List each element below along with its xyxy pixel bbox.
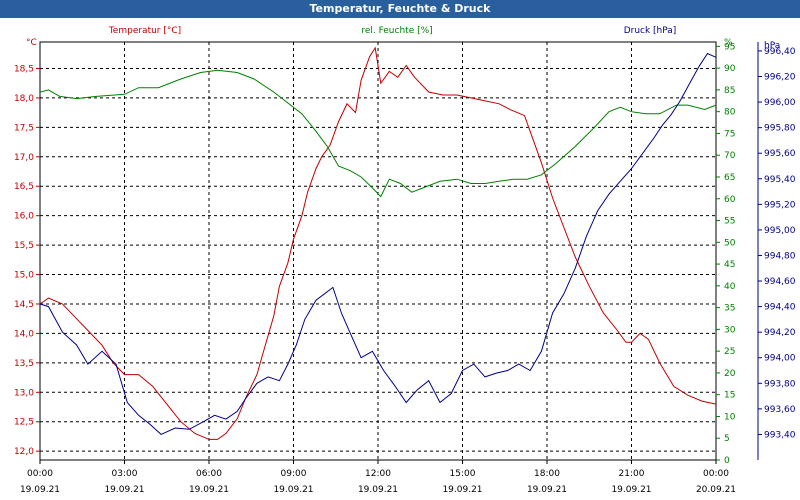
temperature-unit-label: °C [26,38,37,48]
x-tick-time: 00:00 [703,469,729,479]
humidity-tick-label: 65 [724,173,735,183]
pressure-tick-label: 994,80 [764,251,796,261]
temperature-tick-label: 16,5 [14,182,34,192]
temperature-tick-label: 13,0 [14,388,34,398]
humidity-tick-label: 75 [724,129,735,139]
pressure-tick-label: 996,20 [764,73,796,83]
humidity-tick-label: 40 [724,282,736,292]
humidity-tick-label: 80 [724,108,736,118]
x-tick-date: 19.09.21 [442,485,482,495]
humidity-tick-label: 30 [724,325,736,335]
pressure-tick-label: 995,20 [764,200,796,210]
x-tick-date: 19.09.21 [20,485,60,495]
humidity-tick-label: 90 [724,64,736,74]
x-tick-date: 19.09.21 [273,485,313,495]
pressure-tick-label: 994,60 [764,277,796,287]
temperature-header: Temperatur [°C] [108,26,181,36]
humidity-tick-label: 20 [724,369,736,379]
pressure-tick-label: 994,00 [764,354,796,364]
humidity-tick-label: 85 [724,86,735,96]
humidity-tick-label: 95 [724,42,735,52]
pressure-tick-label: 996,40 [764,47,796,57]
x-tick-date: 19.09.21 [104,485,144,495]
x-tick-time: 18:00 [534,469,560,479]
humidity-tick-label: 45 [724,260,735,270]
pressure-header: Druck [hPa] [624,26,677,36]
series-line-pressure [39,52,717,435]
pressure-tick-label: 995,80 [764,124,796,134]
humidity-tick-label: 35 [724,304,735,314]
chart-title: Temperatur, Feuchte & Druck [0,0,800,18]
x-tick-date: 19.09.21 [358,485,398,495]
pressure-tick-label: 995,00 [764,226,796,236]
pressure-tick-label: 993,40 [764,430,796,440]
temperature-tick-label: 15,5 [14,241,34,251]
x-tick-time: 15:00 [450,469,476,479]
x-tick-time: 03:00 [112,469,138,479]
series-lines [39,46,717,440]
x-tick-time: 09:00 [281,469,307,479]
x-tick-date: 20.09.21 [696,485,736,495]
humidity-header: rel. Feuchte [%] [361,26,432,36]
grid-lines [40,42,716,460]
humidity-tick-label: 25 [724,347,735,357]
axes: 12,0 12,5 13,0 13,5 14,0 14,5 15,0 15,5 16,0 16,5… [14,26,796,495]
pressure-tick-label: 993,60 [764,405,796,415]
temperature-tick-label: 15,0 [14,271,34,281]
humidity-tick-label: 70 [724,151,736,161]
humidity-tick-label: 55 [724,217,735,227]
pressure-tick-label: 994,40 [764,303,796,313]
humidity-tick-label: 5 [724,434,730,444]
pressure-tick-label: 995,40 [764,175,796,185]
x-tick-time: 21:00 [619,469,645,479]
x-tick-date: 19.09.21 [611,485,651,495]
x-tick-date: 19.09.21 [189,485,229,495]
temperature-tick-label: 18,5 [14,64,34,74]
series-line-temperature [39,46,717,440]
humidity-tick-label: 10 [724,412,736,422]
temperature-tick-label: 18,0 [14,94,34,104]
series-line-humidity [39,69,717,198]
humidity-tick-label: 60 [724,195,736,205]
x-tick-date: 19.09.21 [527,485,567,495]
humidity-tick-label: 15 [724,391,735,401]
x-tick-time: 12:00 [365,469,391,479]
pressure-tick-label: 995,60 [764,149,796,159]
humidity-tick-label: 0 [724,456,730,466]
temperature-tick-label: 17,0 [14,153,34,163]
x-tick-time: 06:00 [196,469,222,479]
temperature-tick-label: 14,5 [14,300,34,310]
temperature-tick-label: 13,5 [14,359,34,369]
x-tick-time: 00:00 [27,469,53,479]
humidity-tick-label: % [724,38,733,48]
temperature-tick-label: 14,0 [14,329,34,339]
temperature-tick-label: 16,0 [14,212,34,222]
pressure-tick-label: 993,80 [764,379,796,389]
humidity-tick-label: 50 [724,238,736,248]
pressure-tick-label: 996,00 [764,98,796,108]
temperature-tick-label: 12,0 [14,447,34,457]
plot-frame [39,41,759,461]
pressure-tick-label: 994,20 [764,328,796,338]
temperature-tick-label: 12,5 [14,418,34,428]
pressure-unit-label: hPa [764,41,780,51]
temperature-tick-label: 17,5 [14,123,34,133]
